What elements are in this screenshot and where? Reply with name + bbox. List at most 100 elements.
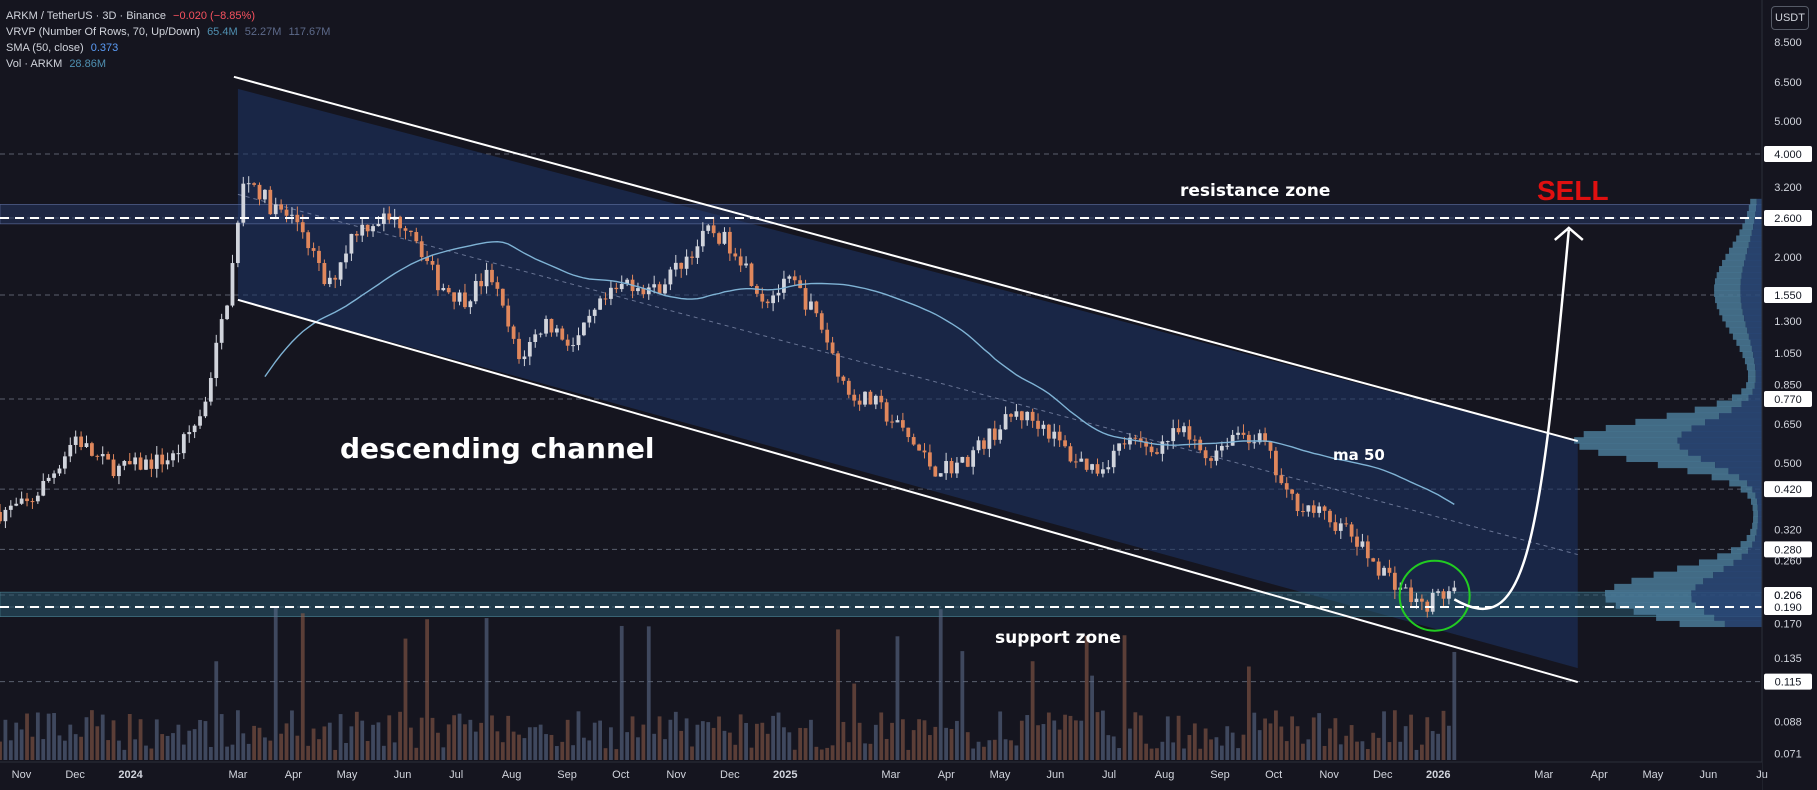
volume-bar <box>165 735 170 760</box>
volume-profile-bar-down <box>1703 577 1762 585</box>
volume-profile-bar-up <box>1731 394 1749 401</box>
currency-button[interactable]: USDT <box>1771 6 1809 30</box>
candle-body <box>976 440 981 451</box>
volume-bar <box>538 724 543 760</box>
volume-bar <box>41 739 46 760</box>
time-tick-label: Mar <box>1534 769 1553 781</box>
vrvp-label[interactable]: VRVP (Number Of Rows, 70, Up/Down) <box>6 26 200 38</box>
candle-body <box>819 313 824 330</box>
time-tick-label: Jun <box>394 769 412 781</box>
volume-bar <box>760 722 765 760</box>
volume-bar <box>1403 726 1408 760</box>
volume-bar <box>84 717 89 760</box>
volume-bar <box>387 715 392 760</box>
candle-body <box>219 319 224 343</box>
candle-body <box>436 264 440 291</box>
candle-body <box>35 495 40 502</box>
candle-body <box>176 453 181 455</box>
candle-body <box>446 287 451 293</box>
volume-bar <box>1106 735 1111 760</box>
volume-profile-bar-up <box>1736 339 1751 346</box>
volume-bar <box>1219 745 1224 760</box>
volume-bar <box>365 741 370 760</box>
volume-profile-bar-down <box>1700 455 1762 463</box>
volume-bar <box>549 734 554 760</box>
volume-bar <box>371 724 375 760</box>
volume-bar <box>684 718 689 760</box>
candle-body <box>1171 428 1176 442</box>
candle-body <box>527 341 532 357</box>
volume-bar <box>1382 711 1386 760</box>
volume-profile-bar-down <box>1679 443 1762 450</box>
volume-profile-bar-up <box>1753 516 1758 524</box>
candle-body <box>944 461 949 474</box>
volume-bar <box>706 722 711 760</box>
volume-bar <box>803 728 808 760</box>
volume-profile-bar-down <box>1748 241 1762 249</box>
symbol-label[interactable]: ARKM / TetherUS · 3D · Binance <box>6 10 166 22</box>
price-tick-label: 2.600 <box>1774 213 1802 225</box>
candle-body <box>52 473 56 478</box>
candle-body <box>1128 437 1132 445</box>
vrvp-value-down: 52.27M <box>244 26 282 38</box>
time-tick-label: May <box>990 769 1011 781</box>
candle-body <box>646 287 651 295</box>
volume-bar <box>776 712 781 760</box>
time-tick-label: May <box>1642 769 1663 781</box>
candle-body <box>57 468 62 474</box>
sma-label[interactable]: SMA (50, close) <box>6 42 84 54</box>
candle-body <box>803 288 808 310</box>
volume-profile-bar-down <box>1691 596 1762 603</box>
volume-bar <box>463 724 467 760</box>
candle-body <box>1198 439 1203 451</box>
volume-bar <box>663 739 667 760</box>
volume-bar <box>73 734 78 760</box>
volume-profile-bar-down <box>1744 259 1762 267</box>
candle-body <box>408 230 413 233</box>
candle-body <box>1041 424 1046 429</box>
volume-profile-bar-up <box>1747 492 1756 499</box>
volume-profile-bar-up <box>1746 534 1756 542</box>
channel-lower-line <box>237 298 1579 684</box>
volume-bar <box>679 730 684 760</box>
volume-bar <box>0 741 2 760</box>
candle-body <box>295 214 300 223</box>
candle-body <box>814 301 819 314</box>
volume-profile-bar-up <box>1698 559 1734 566</box>
price-tick-label: 3.200 <box>1774 182 1802 194</box>
volume-bar <box>1209 739 1213 760</box>
volume-bar <box>1144 743 1149 760</box>
volume-bar <box>744 722 748 760</box>
candle-body <box>1290 489 1295 494</box>
volume-bar <box>1009 740 1013 760</box>
candle-body <box>690 256 694 258</box>
candle-body <box>111 459 116 477</box>
candle-body <box>549 318 554 333</box>
candle-body <box>706 225 711 231</box>
candle-body <box>1014 411 1019 417</box>
candle-body <box>625 279 630 284</box>
volume-bar <box>35 712 40 760</box>
candle-body <box>1387 567 1392 573</box>
volume-bar <box>792 749 797 760</box>
candle-body <box>949 461 954 474</box>
candle-body <box>203 401 208 417</box>
price-tick-label: 0.115 <box>1775 677 1802 689</box>
volume-bar <box>1360 741 1365 760</box>
time-tick-label: Mar <box>881 769 900 781</box>
candle-body <box>90 443 94 456</box>
candle-body <box>1349 524 1354 537</box>
volume-bar <box>1230 732 1235 760</box>
volume-bar <box>1073 720 1078 760</box>
vrvp-value-total: 117.67M <box>288 26 331 38</box>
volume-bar <box>30 736 35 760</box>
volume-bar <box>841 721 846 760</box>
vol-label[interactable]: Vol · ARKM <box>6 58 63 70</box>
candle-body <box>857 400 862 405</box>
price-tick-highlight <box>1764 541 1812 558</box>
volume-profile-bar-down <box>1755 376 1762 383</box>
volume-bar <box>111 720 116 760</box>
volume-bar <box>890 722 894 760</box>
